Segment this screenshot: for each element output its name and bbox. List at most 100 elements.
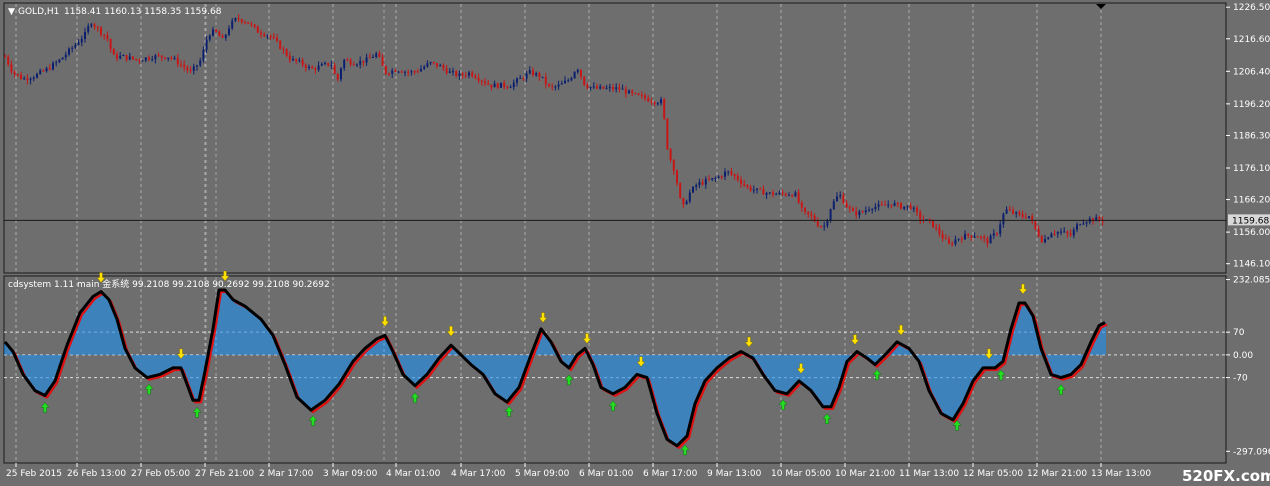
bull-candle	[397, 71, 400, 73]
bull-candle	[90, 24, 93, 27]
bull-candle	[375, 53, 378, 57]
bear-candle	[736, 176, 739, 180]
bear-candle	[602, 86, 605, 89]
bear-candle	[346, 59, 349, 61]
bear-candle	[650, 101, 653, 103]
bear-candle	[186, 67, 189, 71]
bear-candle	[183, 64, 186, 68]
bear-candle	[848, 207, 851, 209]
bear-candle	[362, 60, 365, 63]
bear-candle	[861, 211, 864, 213]
bear-candle	[820, 226, 822, 228]
bear-candle	[263, 34, 266, 36]
bull-candle	[887, 204, 890, 206]
bear-candle	[148, 57, 150, 60]
bull-candle	[794, 192, 797, 197]
bull-candle	[23, 78, 26, 80]
bear-candle	[663, 99, 666, 119]
bear-candle	[701, 182, 704, 185]
bear-candle	[160, 55, 163, 58]
bull-candle	[468, 72, 470, 76]
bear-candle	[247, 22, 250, 24]
bull-candle	[957, 238, 960, 240]
bull-candle	[320, 64, 323, 66]
bull-candle	[167, 57, 170, 59]
symbol-dropdown-icon[interactable]: ▼	[8, 7, 15, 17]
price-tick-label: 1216.60	[1233, 35, 1270, 45]
bear-candle	[996, 233, 998, 235]
indicator-tick-label: 0.00	[1233, 351, 1253, 361]
bull-candle	[173, 57, 176, 59]
bull-candle	[695, 185, 698, 187]
bear-candle	[618, 87, 621, 90]
bear-candle	[666, 118, 669, 150]
buy-arrow-icon	[1056, 384, 1066, 395]
time-label: 10 Mar 21:00	[835, 469, 895, 479]
bull-candle	[356, 64, 358, 66]
bull-candle	[509, 87, 512, 89]
bull-candle	[573, 71, 576, 79]
bull-candle	[717, 176, 720, 178]
bear-candle	[106, 35, 109, 39]
bear-candle	[311, 66, 314, 69]
bear-candle	[1012, 210, 1014, 214]
bear-candle	[676, 170, 678, 184]
bull-candle	[756, 188, 758, 190]
bull-candle	[656, 103, 659, 105]
bear-candle	[477, 78, 480, 81]
bear-candle	[909, 205, 912, 209]
bear-candle	[10, 64, 13, 72]
bull-candle	[964, 233, 966, 240]
bear-candle	[804, 207, 806, 212]
bear-candle	[845, 203, 848, 208]
bull-candle	[615, 87, 618, 90]
bear-candle	[333, 65, 336, 74]
bull-candle	[608, 87, 611, 89]
bear-candle	[484, 81, 486, 84]
bull-candle	[1047, 237, 1050, 240]
bear-candle	[746, 185, 749, 187]
indicator-tick-label: -297.0963	[1233, 447, 1270, 457]
bear-candle	[759, 188, 762, 190]
bull-candle	[64, 54, 67, 58]
bear-candle	[218, 31, 221, 37]
bull-candle	[448, 71, 451, 73]
bear-candle	[532, 70, 534, 76]
bull-candle	[493, 83, 496, 88]
bull-candle	[1063, 231, 1066, 233]
bull-candle	[893, 203, 896, 206]
time-label: 9 Mar 13:00	[707, 469, 762, 479]
chart-shift-marker[interactable]	[1096, 4, 1106, 9]
bear-candle	[797, 192, 800, 203]
buy-arrow-icon	[308, 415, 318, 426]
bull-candle	[704, 179, 707, 185]
bull-candle	[1095, 217, 1098, 222]
bull-candle	[589, 87, 592, 89]
price-panel[interactable]	[3, 2, 1227, 274]
bear-candle	[7, 56, 10, 65]
bear-candle	[352, 64, 355, 66]
bull-candle	[765, 193, 768, 195]
indicator-panel[interactable]	[3, 275, 1227, 464]
bull-candle	[528, 70, 531, 74]
indicator-tick-label: 70	[1233, 328, 1245, 338]
sell-arrow-icon	[850, 334, 860, 345]
bull-candle	[823, 225, 826, 227]
bull-candle	[541, 76, 544, 78]
bull-candle	[778, 192, 781, 194]
bull-candle	[836, 196, 838, 202]
bull-candle	[692, 186, 694, 193]
bear-candle	[26, 78, 29, 81]
bear-candle	[522, 78, 525, 80]
bear-candle	[1069, 233, 1072, 236]
bear-candle	[1040, 236, 1043, 243]
bull-candle	[151, 59, 154, 61]
sell-arrow-icon	[96, 272, 106, 283]
bear-candle	[816, 221, 819, 227]
bear-candle	[653, 102, 656, 104]
sell-arrow-icon	[636, 356, 646, 367]
price-tick-label: 1146.10	[1233, 260, 1270, 270]
bear-candle	[784, 193, 787, 196]
bear-candle	[842, 195, 845, 204]
